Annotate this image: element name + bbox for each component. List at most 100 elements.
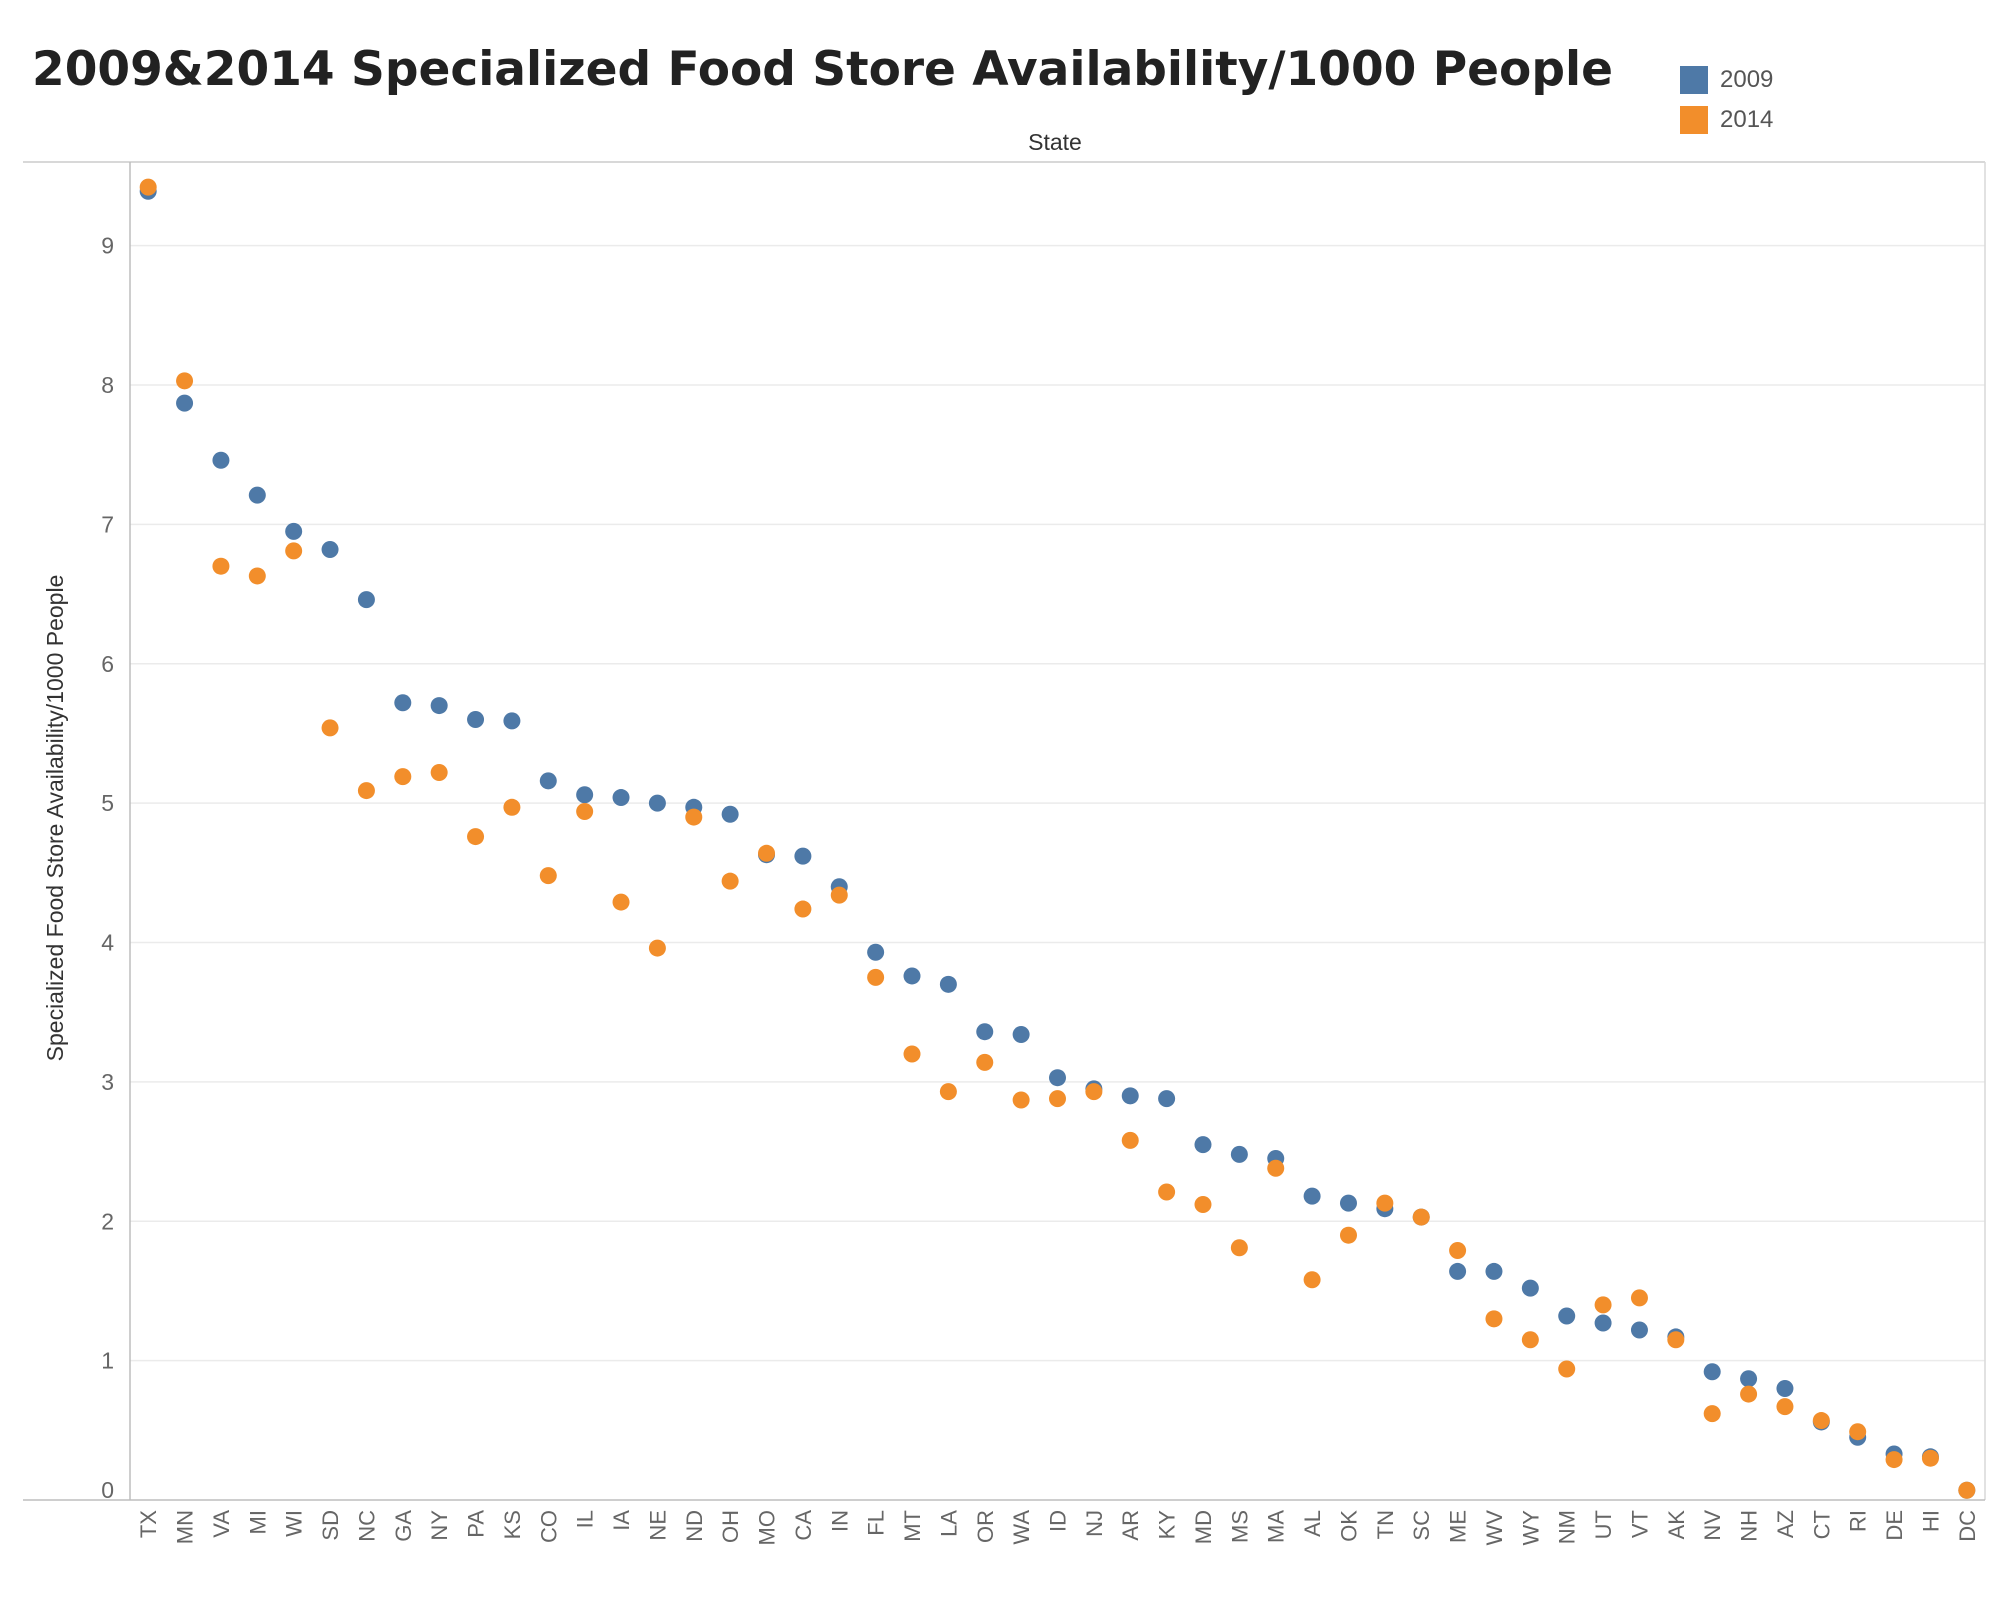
point-2009-WA[interactable] xyxy=(1012,1025,1030,1043)
point-2014-SD[interactable] xyxy=(321,719,339,737)
x-tick-label: MN xyxy=(173,1510,198,1544)
point-2009-ID[interactable] xyxy=(1049,1069,1066,1087)
point-2014-CA[interactable] xyxy=(794,900,812,918)
point-2014-IA[interactable] xyxy=(612,893,630,911)
point-2009-ME[interactable] xyxy=(1449,1262,1467,1280)
point-2009-MD[interactable] xyxy=(1194,1136,1212,1154)
x-tick-label: OR xyxy=(973,1510,998,1543)
point-2009-WV[interactable] xyxy=(1485,1262,1503,1280)
point-2014-MI[interactable] xyxy=(248,567,266,585)
point-2014-DE[interactable] xyxy=(1885,1451,1903,1469)
point-2009-AR[interactable] xyxy=(1121,1087,1139,1105)
point-2014-WA[interactable] xyxy=(1012,1091,1030,1109)
point-2009-WI[interactable] xyxy=(285,522,303,540)
point-2009-IA[interactable] xyxy=(612,789,630,807)
point-2014-OK[interactable] xyxy=(1339,1226,1357,1244)
point-2009-MI[interactable] xyxy=(248,486,266,504)
point-2014-MO[interactable] xyxy=(758,844,776,862)
point-2009-MN[interactable] xyxy=(176,394,194,412)
point-2009-KY[interactable] xyxy=(1158,1090,1176,1108)
y-tick-label: 4 xyxy=(101,930,114,956)
point-2014-NH[interactable] xyxy=(1740,1385,1758,1403)
x-tick-label: AK xyxy=(1664,1510,1689,1540)
point-2014-NJ[interactable] xyxy=(1085,1083,1103,1101)
point-2009-CA[interactable] xyxy=(794,847,812,865)
point-2014-WI[interactable] xyxy=(285,542,303,560)
point-2014-WY[interactable] xyxy=(1521,1331,1539,1349)
point-2009-WY[interactable] xyxy=(1521,1279,1539,1297)
legend-label-2014: 2014 xyxy=(1720,106,1774,133)
x-tick-label: ND xyxy=(682,1510,707,1542)
point-2009-MT[interactable] xyxy=(903,967,921,985)
point-2014-AL[interactable] xyxy=(1303,1271,1321,1289)
x-tick-label: IN xyxy=(827,1510,852,1532)
point-2014-PA[interactable] xyxy=(467,828,485,846)
point-2009-OH[interactable] xyxy=(721,805,739,823)
point-2014-UT[interactable] xyxy=(1594,1296,1612,1314)
point-2014-GA[interactable] xyxy=(394,768,412,786)
point-2009-NE[interactable] xyxy=(648,794,666,812)
point-2014-KY[interactable] xyxy=(1158,1183,1176,1201)
point-2014-AR[interactable] xyxy=(1121,1131,1139,1149)
point-2014-IN[interactable] xyxy=(830,886,848,904)
point-2014-VA[interactable] xyxy=(212,557,230,575)
point-2014-MT[interactable] xyxy=(903,1045,921,1063)
point-2014-CO[interactable] xyxy=(539,867,557,885)
point-2009-KS[interactable] xyxy=(503,712,521,730)
point-2009-SD[interactable] xyxy=(321,540,339,558)
point-2009-PA[interactable] xyxy=(467,711,485,728)
point-2014-MN[interactable] xyxy=(176,372,194,390)
point-2014-TN[interactable] xyxy=(1376,1194,1394,1212)
point-2014-MD[interactable] xyxy=(1194,1196,1212,1214)
point-2014-ME[interactable] xyxy=(1449,1242,1467,1260)
point-2014-CT[interactable] xyxy=(1812,1412,1830,1430)
point-2009-VT[interactable] xyxy=(1630,1321,1648,1339)
point-2014-OR[interactable] xyxy=(976,1053,994,1071)
point-2014-NE[interactable] xyxy=(648,939,666,957)
point-2014-NC[interactable] xyxy=(357,782,375,800)
point-2009-AL[interactable] xyxy=(1303,1187,1321,1205)
point-2014-AK[interactable] xyxy=(1667,1331,1685,1349)
chart-title: 2009&2014 Specialized Food Store Availab… xyxy=(32,42,1613,97)
point-2014-ND[interactable] xyxy=(685,808,703,826)
point-2014-VT[interactable] xyxy=(1630,1289,1648,1307)
point-2009-CO[interactable] xyxy=(539,772,557,790)
point-2009-IL[interactable] xyxy=(576,786,594,804)
point-2014-NY[interactable] xyxy=(430,763,448,781)
point-2009-MS[interactable] xyxy=(1230,1145,1248,1163)
point-2009-NM[interactable] xyxy=(1558,1307,1576,1325)
legend-item-2014[interactable]: 2014 xyxy=(1680,100,1773,140)
point-2009-FL[interactable] xyxy=(867,943,885,961)
point-2009-NV[interactable] xyxy=(1703,1363,1721,1381)
point-2014-FL[interactable] xyxy=(867,968,885,986)
point-2009-UT[interactable] xyxy=(1594,1314,1612,1332)
point-2014-DC[interactable] xyxy=(1958,1481,1976,1499)
point-2014-NV[interactable] xyxy=(1703,1405,1721,1423)
point-2009-NY[interactable] xyxy=(430,697,448,715)
point-2014-LA[interactable] xyxy=(939,1083,957,1101)
point-2014-OH[interactable] xyxy=(721,872,739,890)
point-2014-RI[interactable] xyxy=(1849,1423,1867,1441)
legend-label-2009: 2009 xyxy=(1720,66,1774,93)
point-2014-SC[interactable] xyxy=(1412,1208,1430,1226)
point-2009-OR[interactable] xyxy=(976,1023,994,1041)
point-2014-MA[interactable] xyxy=(1267,1159,1285,1177)
point-2014-MS[interactable] xyxy=(1230,1239,1248,1257)
point-2014-AZ[interactable] xyxy=(1776,1398,1794,1416)
point-2014-HI[interactable] xyxy=(1921,1449,1939,1467)
point-2014-TX[interactable] xyxy=(139,178,157,196)
point-2014-ID[interactable] xyxy=(1049,1090,1066,1108)
point-2009-LA[interactable] xyxy=(939,975,957,993)
point-2014-KS[interactable] xyxy=(503,798,521,816)
point-2009-OK[interactable] xyxy=(1339,1194,1357,1212)
point-2014-NM[interactable] xyxy=(1558,1360,1576,1378)
x-tick-label: MD xyxy=(1191,1510,1216,1544)
point-2009-NC[interactable] xyxy=(357,591,375,609)
legend-item-2009[interactable]: 2009 xyxy=(1680,60,1773,100)
point-2009-GA[interactable] xyxy=(394,694,412,712)
point-2009-NH[interactable] xyxy=(1740,1370,1758,1388)
point-2009-VA[interactable] xyxy=(212,451,230,469)
point-2014-IL[interactable] xyxy=(576,802,594,820)
point-2009-AZ[interactable] xyxy=(1776,1380,1794,1397)
point-2014-WV[interactable] xyxy=(1485,1310,1503,1328)
